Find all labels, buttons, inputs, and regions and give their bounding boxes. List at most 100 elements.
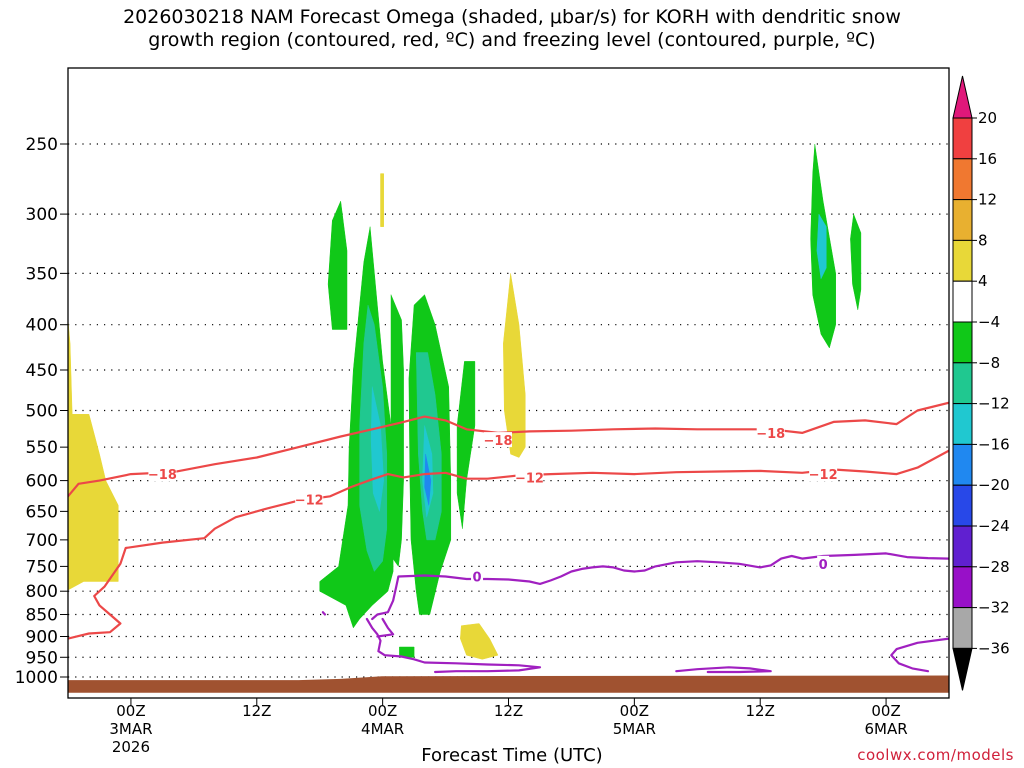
- contour-label-bg: [515, 469, 544, 485]
- y-tick-label: 250: [26, 135, 58, 155]
- y-tick-label: 400: [26, 316, 58, 336]
- x-tick-label: 00Z: [620, 702, 649, 720]
- omega-region: [816, 213, 827, 280]
- x-tick-date: 6MAR: [864, 720, 907, 738]
- colorbar-segment: [952, 443, 973, 486]
- colorbar-label: −16: [978, 435, 1010, 453]
- x-tick-label: 12Z: [746, 702, 775, 720]
- x-tick-label: 00Z: [871, 702, 900, 720]
- colorbar-label: 16: [978, 150, 997, 168]
- y-tick-label: 350: [26, 264, 58, 284]
- colorbar-segment: [952, 75, 973, 119]
- omega-shading: [68, 143, 862, 660]
- x-tick-date: 5MAR: [613, 720, 656, 738]
- x-tick-date: 3MAR: [109, 720, 152, 738]
- colorbar-label: 8: [978, 231, 988, 249]
- omega-region: [850, 213, 862, 311]
- y-tick-label: 850: [26, 606, 58, 626]
- colorbar-label: −32: [978, 599, 1010, 617]
- omega-region: [370, 386, 384, 512]
- chart-title-line1: 2026030218 NAM Forecast Omega (shaded, μ…: [123, 6, 901, 28]
- y-tick-label: 1000: [15, 668, 58, 688]
- contour-label: −18: [756, 427, 785, 442]
- y-tick-label: 950: [26, 648, 58, 668]
- colorbar-segment: [952, 280, 973, 323]
- chart-title-line2: growth region (contoured, red, ºC) and f…: [148, 29, 876, 51]
- freezing-level-contour: [890, 637, 949, 673]
- colorbar-segment: [952, 199, 973, 241]
- contour-label-bg: [817, 555, 830, 571]
- y-tick-label: 550: [26, 438, 58, 458]
- freezing-level-contour: [675, 666, 772, 674]
- colorbar-segment: [952, 647, 973, 691]
- contour-label-bg: [148, 466, 177, 482]
- y-tick-label: 700: [26, 531, 58, 551]
- freezing-level-contour: [376, 617, 395, 638]
- colorbar-segment: [952, 239, 973, 282]
- terrain-surface: [68, 675, 949, 693]
- omega-region: [68, 316, 119, 591]
- colorbar-label: 20: [978, 109, 997, 127]
- colorbar-segment: [952, 607, 973, 649]
- contour-label-bg: [809, 466, 838, 482]
- contour-label: 0: [819, 558, 828, 573]
- contour-label: −12: [809, 468, 838, 483]
- x-tick-label: 12Z: [242, 702, 271, 720]
- x-tick-label: 12Z: [494, 702, 523, 720]
- contour-label-bg: [484, 432, 513, 448]
- credit-text: coolwx.com/models: [857, 746, 1014, 764]
- contour-label: −18: [484, 434, 513, 449]
- colorbar-segment: [952, 158, 973, 201]
- contour-lines: [68, 401, 949, 674]
- y-tick-label: 900: [26, 627, 58, 647]
- omega-region: [503, 273, 526, 458]
- colorbar-label: 12: [978, 191, 997, 209]
- colorbar-segment: [952, 321, 973, 364]
- colorbar-segment: [952, 484, 973, 527]
- x-tick-year: 2026: [112, 738, 150, 756]
- contour-label-bg: [295, 491, 324, 507]
- contour-label-bg: [756, 424, 785, 440]
- omega-region: [456, 361, 476, 529]
- x-axis-label: Forecast Time (UTC): [421, 745, 603, 766]
- colorbar-segment: [952, 117, 973, 160]
- y-tick-label: 750: [26, 557, 58, 577]
- colorbar-label: −28: [978, 558, 1010, 576]
- colorbar-segment: [952, 403, 973, 445]
- freezing-level-contour: [321, 611, 327, 616]
- dendritic-contour: [68, 449, 949, 640]
- y-tick-label: 800: [26, 582, 58, 602]
- colorbar-label: −12: [978, 395, 1010, 413]
- omega-region: [390, 294, 404, 567]
- omega-region: [327, 200, 348, 330]
- y-tick-label: 450: [26, 361, 58, 381]
- omega-region: [424, 453, 432, 506]
- colorbar-label: 4: [978, 272, 988, 290]
- colorbar-segment: [952, 566, 973, 609]
- x-tick-label: 00Z: [116, 702, 145, 720]
- y-tick-label: 300: [26, 205, 58, 225]
- contour-label-bg: [471, 568, 484, 584]
- y-tick-label: 500: [26, 402, 58, 422]
- terrain-layer: [68, 675, 949, 693]
- colorbar-label: −24: [978, 517, 1010, 535]
- y-axis: 2503003504004505005506006507007508008509…: [15, 135, 68, 688]
- colorbar-label: −4: [978, 313, 1000, 331]
- omega-region: [460, 623, 499, 660]
- colorbar-segment: [952, 362, 973, 405]
- contour-label: −12: [515, 471, 544, 486]
- colorbar-label: −20: [978, 476, 1010, 494]
- x-tick-label: 00Z: [368, 702, 397, 720]
- colorbar: 20 16 12 8 4 −4 −8 −12 −16 −20 −24 −28 −32 −36: [952, 75, 1010, 691]
- omega-region: [399, 646, 415, 658]
- colorbar-label: −36: [978, 639, 1010, 657]
- y-tick-label: 600: [26, 472, 58, 492]
- colorbar-segment: [952, 525, 973, 568]
- contour-label: −18: [148, 468, 177, 483]
- contour-label: −12: [295, 493, 324, 508]
- colorbar-label: −8: [978, 354, 1000, 372]
- contour-label: 0: [473, 571, 482, 586]
- y-tick-label: 650: [26, 502, 58, 522]
